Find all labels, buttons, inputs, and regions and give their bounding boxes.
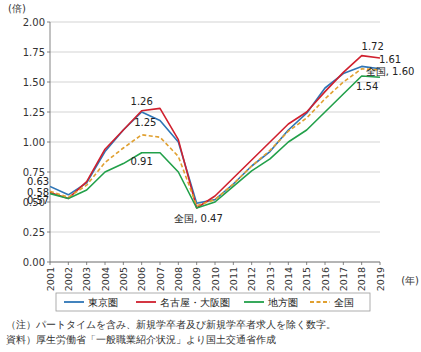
x-tick	[196, 262, 197, 265]
series-line	[50, 76, 380, 208]
note: （注）パートタイムを含み、新規学卒者及び新規学卒者求人を除く数字。	[6, 319, 336, 330]
y-tick-label: 2.00	[23, 17, 45, 28]
x-tick	[233, 262, 234, 265]
x-tick-label: 2009	[191, 267, 202, 291]
y-tick	[47, 52, 50, 53]
x-tick	[86, 262, 87, 265]
annotation: 0.91	[131, 156, 153, 167]
grid-line	[50, 112, 380, 113]
x-tick	[361, 262, 362, 265]
note: 資料）厚生労働省「一般職業紹介状況」より国土交通省作成	[6, 334, 276, 345]
y-tick	[47, 232, 50, 233]
grid-line	[50, 52, 380, 53]
x-tick-label: 2012	[246, 267, 257, 291]
legend-label: 名古屋・大阪圏	[160, 297, 230, 308]
legend-label: 東京圏	[88, 297, 118, 308]
legend-swatch	[310, 301, 330, 303]
annotation: 1.61	[379, 54, 401, 65]
y-tick-label: 1.25	[23, 107, 45, 118]
x-tick-label: 2016	[320, 267, 331, 291]
x-tick	[251, 262, 252, 265]
x-tick-label: 2003	[81, 267, 92, 291]
chart: 0.000.250.500.751.001.251.501.752.002001…	[0, 0, 421, 352]
y-tick	[47, 82, 50, 83]
x-tick	[288, 262, 289, 265]
x-tick-label: 2018	[356, 267, 367, 291]
x-tick-label: 2019	[375, 267, 386, 291]
x-tick-label: 2011	[228, 267, 239, 291]
x-tick-label: 2015	[301, 267, 312, 291]
legend-label: 全国	[334, 297, 354, 308]
x-tick-label: 2006	[136, 267, 147, 291]
annotation: 1.26	[131, 96, 153, 107]
annotation: 0.63	[27, 176, 49, 187]
x-tick-label: 2014	[283, 267, 294, 291]
x-tick-label: 2001	[45, 267, 56, 291]
y-tick-label: 1.50	[23, 77, 45, 88]
grid-line	[50, 22, 380, 23]
x-tick	[123, 262, 124, 265]
x-tick	[160, 262, 161, 265]
legend-label: 地方圏	[267, 297, 298, 308]
x-tick	[105, 262, 106, 265]
legend-swatch	[136, 301, 156, 303]
x-tick	[50, 262, 51, 265]
x-tick-label: 2010	[210, 267, 221, 291]
y-tick-label: 0.00	[23, 257, 45, 268]
x-tick	[306, 262, 307, 265]
x-tick-label: 2002	[63, 267, 74, 291]
x-tick-label: 2008	[173, 267, 184, 291]
annotation: 0.57	[27, 195, 49, 206]
x-tick-label: 2007	[155, 267, 166, 291]
y-tick	[47, 22, 50, 23]
y-tick-label: 1.00	[23, 137, 45, 148]
y-tick-label: 1.75	[23, 47, 45, 58]
x-tick	[325, 262, 326, 265]
x-tick-label: 2017	[338, 267, 349, 291]
x-tick	[68, 262, 69, 265]
annotation: 1.72	[362, 41, 384, 52]
x-tick	[215, 262, 216, 265]
series-line	[50, 56, 380, 208]
legend-swatch	[64, 301, 84, 303]
x-tick-label: 2004	[100, 267, 111, 291]
y-tick	[47, 172, 50, 173]
plot-area	[50, 56, 380, 208]
x-tick	[141, 262, 142, 265]
grid-line	[50, 232, 380, 233]
y-tick-label: 0.25	[23, 227, 45, 238]
x-tick-label: 2013	[265, 267, 276, 291]
x-tick	[178, 262, 179, 265]
annotation: 全国, 1.60	[366, 66, 415, 77]
y-axis	[50, 22, 51, 262]
y-tick	[47, 142, 50, 143]
series-line	[50, 69, 380, 206]
x-tick-label: 2005	[118, 267, 129, 291]
y-unit: (倍)	[8, 3, 26, 14]
y-tick	[47, 262, 50, 263]
x-tick	[270, 262, 271, 265]
annotation: 全国, 0.47	[174, 213, 223, 224]
x-label: (年)	[401, 275, 419, 286]
y-tick	[47, 112, 50, 113]
grid-line	[50, 82, 380, 83]
legend-box	[56, 293, 370, 311]
annotation: 1.54	[356, 81, 378, 92]
x-tick	[343, 262, 344, 265]
x-tick	[380, 262, 381, 265]
legend-swatch	[244, 301, 264, 303]
grid-line	[50, 172, 380, 173]
grid-line	[50, 142, 380, 143]
annotation: 1.25	[134, 117, 156, 128]
